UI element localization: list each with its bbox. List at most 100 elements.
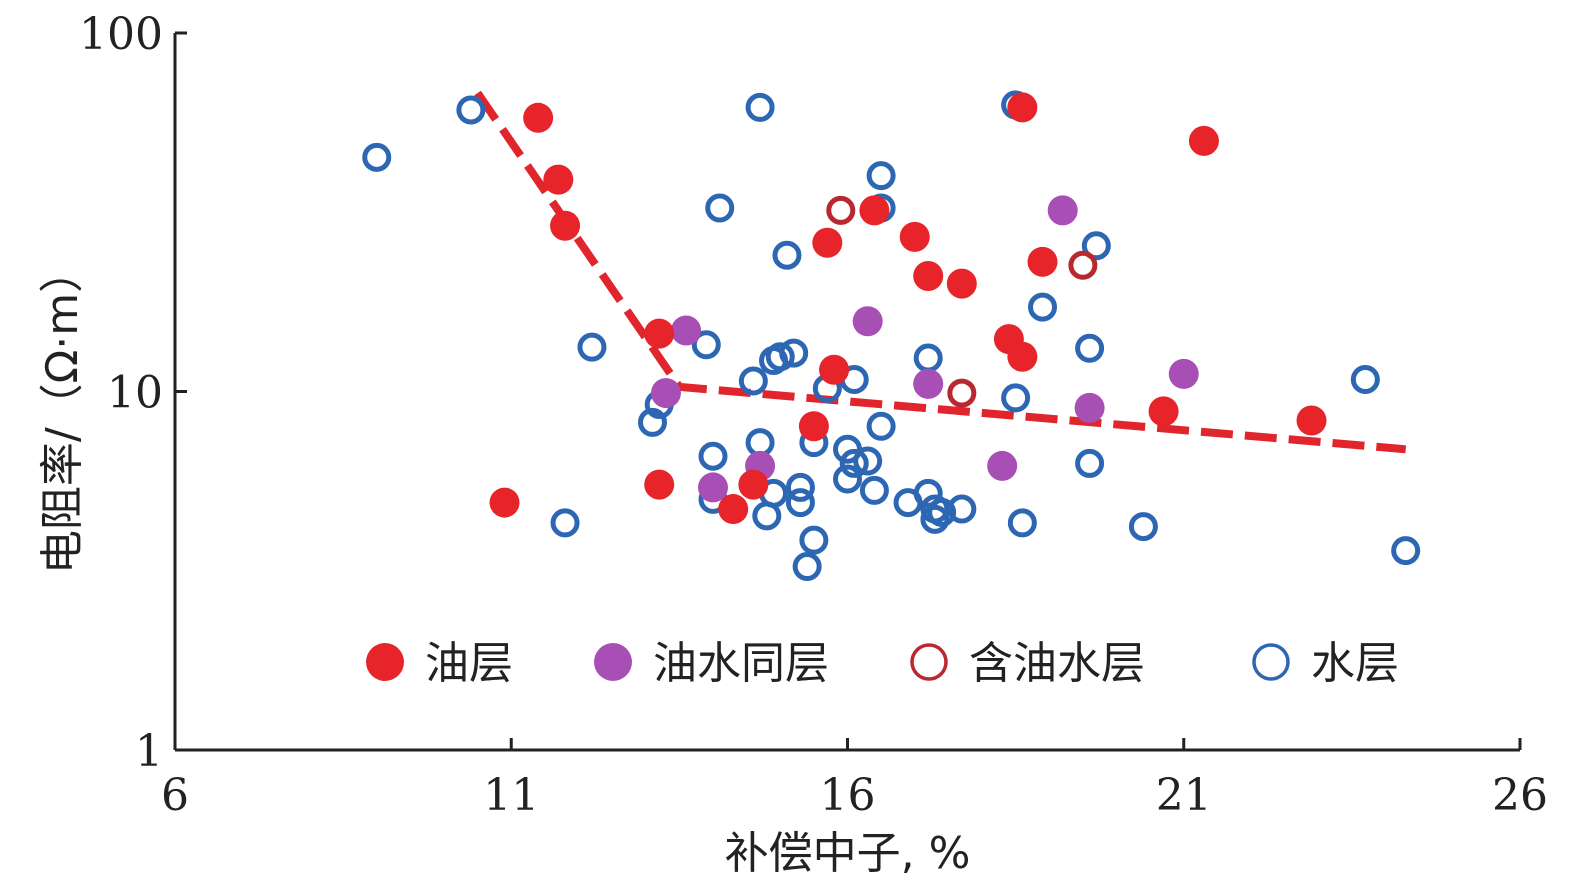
data-point [947, 378, 977, 408]
y-tick-label: 100 [79, 9, 163, 60]
data-point [671, 315, 702, 346]
data-point [819, 354, 850, 385]
x-tick-label: 21 [1156, 770, 1212, 821]
data-point [1007, 508, 1037, 538]
data-point [927, 497, 957, 527]
data-point [1168, 358, 1199, 389]
data-point [812, 227, 843, 258]
data-point [489, 487, 520, 518]
data-point [913, 368, 944, 399]
data-point [839, 448, 869, 478]
data-point [1027, 246, 1058, 277]
data-point [644, 318, 675, 349]
x-tick-label: 16 [820, 770, 876, 821]
data-point [913, 478, 943, 508]
y-axis-title: 电阻率/（Ω·m） [37, 249, 88, 574]
data-point [362, 142, 392, 172]
data-point [550, 508, 580, 538]
series-group [489, 92, 1327, 525]
legend-label: 油层 [425, 638, 513, 689]
data-point [799, 525, 829, 555]
data-point [833, 464, 862, 494]
data-point [913, 260, 944, 291]
data-point [1128, 512, 1158, 542]
data-point [1075, 448, 1105, 478]
data-point [718, 494, 749, 525]
data-point [1028, 292, 1058, 322]
axes: 6 11 16 21 26 1 10 100 [79, 9, 1548, 821]
data-point [1081, 231, 1111, 261]
data-point [785, 488, 815, 518]
data-point [691, 330, 721, 360]
data-point [792, 551, 822, 581]
legend: 油层 油水同层 含油水层 水层 [366, 638, 1399, 689]
legend-label: 水层 [1311, 638, 1399, 689]
data-point [987, 450, 1018, 481]
x-tick-label: 11 [483, 770, 539, 821]
data-point [738, 469, 769, 500]
data-point [765, 342, 795, 372]
points-layer [362, 90, 1421, 581]
legend-item: 含油水层 [910, 638, 1145, 689]
data-point [1007, 92, 1038, 123]
data-point [899, 221, 930, 252]
data-point [852, 306, 883, 337]
legend-item: 水层 [1252, 638, 1399, 689]
legend-marker [594, 643, 632, 681]
x-ticks: 6 11 16 21 26 [161, 738, 1548, 821]
series-group [826, 195, 1098, 408]
legend-label: 油水同层 [653, 638, 829, 689]
data-point [785, 472, 815, 502]
data-point [779, 338, 809, 368]
data-point [1075, 333, 1105, 363]
legend-marker [1252, 643, 1290, 681]
data-point [859, 195, 890, 226]
data-point [1007, 341, 1038, 372]
data-point [798, 411, 829, 442]
legend-item: 油层 [366, 638, 513, 689]
y-ticks: 1 10 100 [79, 9, 187, 777]
data-point [1148, 396, 1179, 427]
data-point [1391, 536, 1421, 566]
data-point [913, 343, 943, 373]
data-point [946, 268, 977, 299]
x-tick-label: 6 [161, 770, 189, 821]
data-point [550, 210, 581, 241]
data-point [705, 193, 735, 223]
y-tick-label: 10 [107, 368, 163, 419]
data-point [853, 446, 883, 476]
data-point [745, 92, 775, 122]
data-point [1074, 392, 1105, 423]
data-point [698, 441, 728, 471]
data-point [1188, 125, 1219, 156]
x-axis-title: 补偿中子, % [725, 828, 971, 879]
legend-marker [366, 643, 404, 681]
data-point [577, 332, 607, 362]
data-point [698, 472, 728, 503]
legend-label: 含油水层 [969, 638, 1145, 689]
data-point [866, 411, 896, 441]
data-point [1296, 405, 1327, 436]
data-point [543, 164, 574, 195]
legend-item: 油水同层 [594, 638, 829, 689]
data-point [1068, 250, 1098, 280]
data-point [637, 407, 667, 437]
data-point [644, 469, 675, 500]
x-tick-label: 26 [1492, 770, 1548, 821]
data-point [920, 504, 950, 534]
data-point [947, 494, 977, 524]
series-group [362, 90, 1421, 581]
data-point [772, 240, 802, 270]
data-point [859, 475, 889, 505]
data-point [1001, 383, 1031, 413]
data-point [650, 378, 681, 409]
data-point [1047, 195, 1078, 226]
y-tick-label: 1 [135, 726, 163, 777]
data-point [523, 102, 554, 133]
data-point [826, 195, 856, 225]
data-point [1350, 365, 1380, 395]
data-point [456, 95, 486, 125]
legend-marker [910, 643, 948, 681]
series-group [650, 195, 1199, 503]
